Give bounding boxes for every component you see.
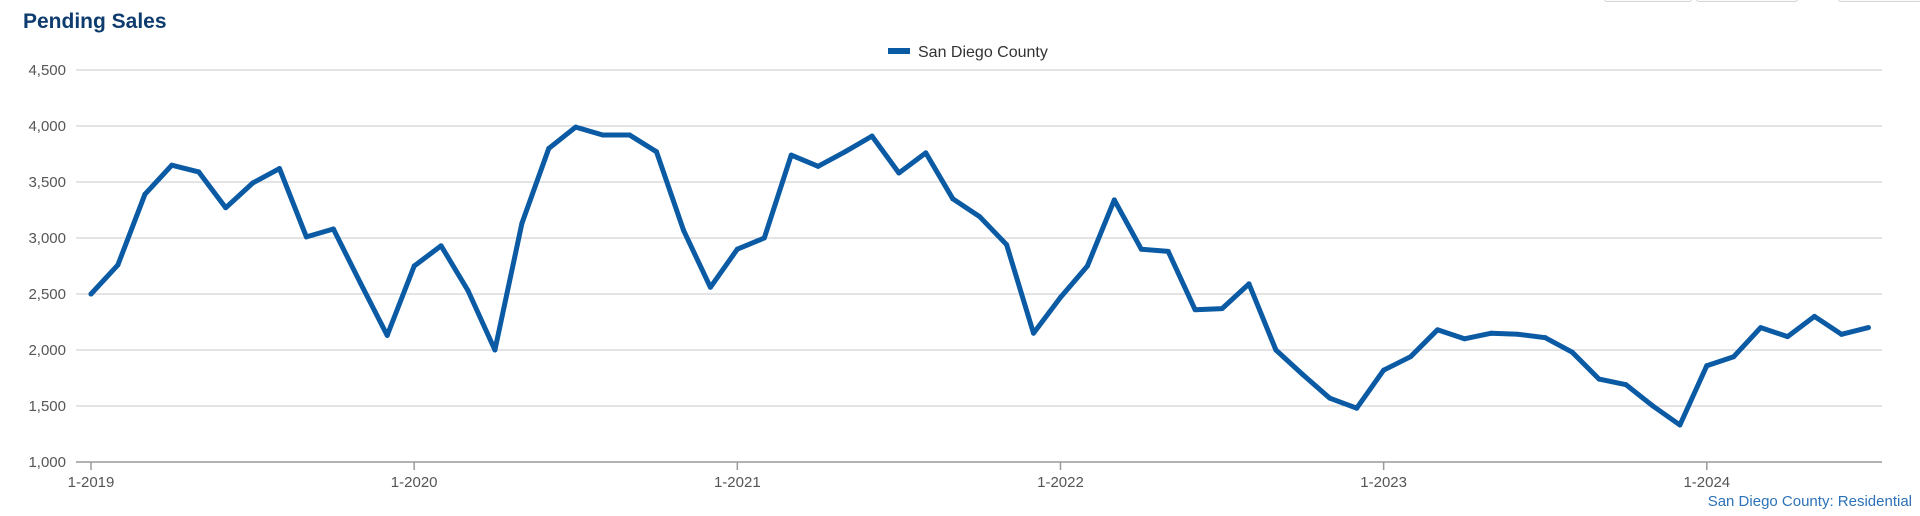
data-point[interactable] [438, 243, 444, 249]
data-point[interactable] [465, 288, 471, 294]
y-tick-label: 2,500 [28, 286, 66, 303]
data-point[interactable] [1838, 331, 1844, 337]
data-point[interactable] [1785, 334, 1791, 340]
grid-lines [76, 69, 1882, 463]
y-tick-label: 1,500 [28, 398, 66, 415]
data-point[interactable] [384, 332, 390, 338]
data-point[interactable] [869, 133, 875, 139]
chart-title: Pending Sales [23, 10, 167, 33]
data-point[interactable] [1865, 325, 1871, 331]
data-point[interactable] [223, 205, 229, 211]
data-point[interactable] [142, 191, 148, 197]
source-link[interactable]: San Diego County: Residential [1707, 493, 1912, 510]
x-tick-label: 1-2019 [68, 474, 115, 491]
data-point[interactable] [654, 149, 660, 155]
data-point[interactable] [842, 149, 848, 155]
data-point[interactable] [1219, 306, 1225, 312]
data-point[interactable] [573, 124, 579, 130]
data-point[interactable] [250, 180, 256, 186]
data-point[interactable] [1731, 354, 1737, 360]
x-tick-label: 1-2023 [1360, 474, 1407, 491]
data-point[interactable] [303, 234, 309, 240]
x-axis: 1-2019 1-2020 1-2021 1-2022 1-2023 1-2024 [68, 462, 1730, 491]
data-point[interactable] [169, 162, 175, 168]
data-point[interactable] [1057, 294, 1063, 300]
data-point[interactable] [1677, 422, 1683, 428]
data-point[interactable] [680, 227, 686, 233]
data-point[interactable] [1327, 395, 1333, 401]
data-point[interactable] [1515, 331, 1521, 337]
data-point[interactable] [1246, 281, 1252, 287]
data-point[interactable] [1165, 248, 1171, 254]
data-point[interactable] [815, 163, 821, 169]
data-point[interactable] [600, 132, 606, 138]
data-point[interactable] [1408, 354, 1414, 360]
data-point[interactable] [88, 291, 94, 297]
data-point[interactable] [1354, 405, 1360, 411]
data-point[interactable] [896, 170, 902, 176]
data-point[interactable] [411, 263, 417, 269]
data-point[interactable] [977, 214, 983, 220]
data-point[interactable] [196, 169, 202, 175]
y-tick-label: 3,000 [28, 230, 66, 247]
data-point[interactable] [1488, 330, 1494, 336]
x-tick-label: 1-2021 [714, 474, 761, 491]
data-point[interactable] [761, 235, 767, 241]
y-tick-label: 4,500 [28, 62, 66, 79]
series-layer [88, 124, 1871, 428]
data-point[interactable] [1300, 372, 1306, 378]
data-point[interactable] [1381, 367, 1387, 373]
series-line-san-diego-county [88, 124, 1871, 428]
data-point[interactable] [1273, 347, 1279, 353]
x-tick-label: 1-2024 [1683, 474, 1730, 491]
data-point[interactable] [357, 280, 363, 286]
y-axis-ticks: 1,000 1,500 2,000 2,500 3,000 3,500 4,000 4,500 [28, 62, 66, 471]
y-tick-label: 2,000 [28, 342, 66, 359]
data-point[interactable] [1623, 382, 1629, 388]
data-point[interactable] [1704, 363, 1710, 369]
tab-control-3[interactable] [1838, 0, 1920, 2]
x-tick-label: 1-2020 [391, 474, 438, 491]
y-tick-label: 1,000 [28, 454, 66, 471]
data-point[interactable] [950, 196, 956, 202]
data-point[interactable] [1435, 327, 1440, 333]
data-point[interactable] [707, 284, 713, 290]
data-point[interactable] [788, 152, 794, 158]
data-point[interactable] [1758, 325, 1764, 331]
data-point[interactable] [519, 220, 525, 226]
data-point[interactable] [277, 166, 283, 172]
x-tick-label: 1-2022 [1037, 474, 1084, 491]
data-point[interactable] [1138, 246, 1144, 252]
data-point[interactable] [1542, 335, 1548, 341]
legend-label: San Diego County [918, 44, 1048, 61]
data-point[interactable] [115, 262, 121, 268]
data-point[interactable] [1192, 307, 1198, 313]
data-point[interactable] [546, 145, 552, 151]
data-point[interactable] [734, 246, 740, 252]
data-point[interactable] [330, 226, 336, 232]
data-point[interactable] [1111, 197, 1117, 203]
data-point[interactable] [627, 132, 633, 138]
data-point[interactable] [1596, 376, 1602, 382]
data-point[interactable] [1084, 263, 1090, 269]
data-point[interactable] [1461, 336, 1467, 342]
data-point[interactable] [492, 347, 498, 353]
data-point[interactable] [1004, 242, 1010, 248]
y-tick-label: 4,000 [28, 118, 66, 135]
legend[interactable]: San Diego County [888, 44, 1048, 61]
data-point[interactable] [1812, 313, 1818, 319]
data-point[interactable] [1569, 349, 1575, 355]
legend-swatch [888, 48, 910, 54]
data-point[interactable] [1031, 330, 1037, 336]
data-point[interactable] [923, 150, 929, 156]
y-tick-label: 3,500 [28, 174, 66, 191]
data-point[interactable] [1650, 403, 1656, 409]
